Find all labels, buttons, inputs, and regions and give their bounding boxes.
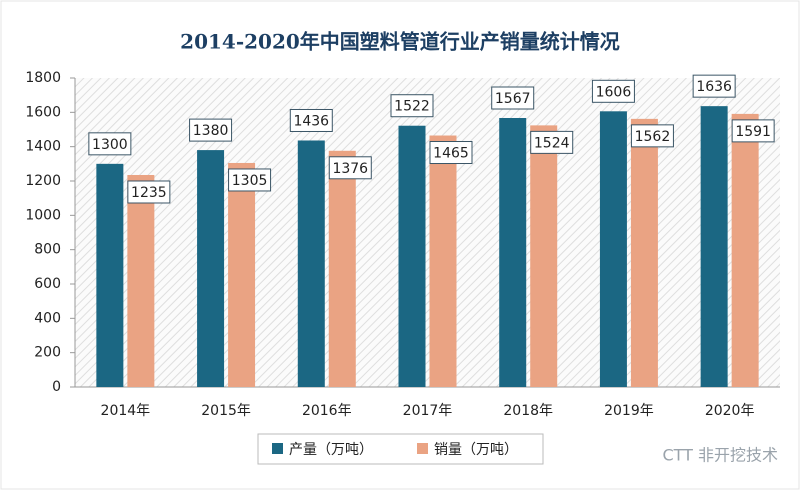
data-label: 1300 xyxy=(92,137,128,153)
x-tick-label: 2016年 xyxy=(302,403,352,419)
data-label-box xyxy=(692,74,736,98)
x-tick-label: 2019年 xyxy=(604,403,654,419)
data-label-box xyxy=(530,130,574,154)
data-label-box xyxy=(289,108,333,132)
bar xyxy=(228,162,256,387)
bar xyxy=(499,117,527,387)
legend-swatch xyxy=(417,443,428,454)
bar xyxy=(731,113,759,388)
data-label-box xyxy=(390,94,434,118)
data-label-box xyxy=(189,118,233,142)
x-tick-label: 2017年 xyxy=(403,403,453,419)
data-label-box xyxy=(591,79,635,103)
y-tick-label: 1800 xyxy=(25,70,61,86)
bar xyxy=(599,111,627,387)
y-tick-label: 600 xyxy=(34,276,61,292)
data-label-box xyxy=(228,168,272,192)
bar xyxy=(127,174,155,387)
watermark: CTT 非开挖技术 xyxy=(662,446,778,465)
x-tick-label: 2020年 xyxy=(705,403,755,419)
bar xyxy=(700,106,728,388)
legend-box xyxy=(257,433,544,465)
data-label: 1436 xyxy=(293,113,329,129)
data-label-box xyxy=(731,119,775,143)
data-label: 1591 xyxy=(735,124,771,140)
data-label-box xyxy=(429,141,473,165)
bar xyxy=(530,125,558,387)
chart-title: 2014-2020年中国塑料管道行业产销量统计情况 xyxy=(180,30,620,54)
bar xyxy=(96,163,124,387)
data-label: 1305 xyxy=(232,173,268,189)
data-label-box xyxy=(88,132,132,156)
data-label: 1567 xyxy=(495,91,531,107)
y-tick-label: 0 xyxy=(52,379,61,395)
bar xyxy=(630,118,658,388)
data-label-box xyxy=(630,124,674,148)
y-tick-label: 1000 xyxy=(25,207,61,223)
data-label: 1606 xyxy=(596,84,632,100)
y-tick-label: 1600 xyxy=(25,104,61,120)
bar xyxy=(197,150,225,387)
legend-label: 产量（万吨） xyxy=(289,442,373,458)
x-tick-label: 2014年 xyxy=(101,403,151,419)
data-label: 1465 xyxy=(433,146,469,162)
bar xyxy=(328,150,356,387)
bar xyxy=(297,140,325,387)
data-label: 1562 xyxy=(635,129,671,145)
x-tick-label: 2015年 xyxy=(201,403,251,419)
bar xyxy=(429,135,457,387)
bar xyxy=(398,125,426,388)
y-tick-label: 200 xyxy=(34,345,61,361)
data-label-box xyxy=(127,180,171,204)
data-label-box xyxy=(491,86,535,110)
y-tick-label: 400 xyxy=(34,310,61,326)
plot-area xyxy=(75,78,780,387)
data-label: 1235 xyxy=(131,185,167,201)
y-tick-label: 800 xyxy=(34,242,61,258)
data-label: 1522 xyxy=(394,99,430,115)
data-label: 1380 xyxy=(193,123,229,139)
data-label: 1376 xyxy=(332,161,368,177)
data-label: 1636 xyxy=(696,79,732,95)
data-label: 1524 xyxy=(534,135,570,151)
legend-label: 销量（万吨） xyxy=(434,442,518,458)
y-tick-label: 1400 xyxy=(25,139,61,155)
data-label-box xyxy=(328,156,372,180)
x-tick-label: 2018年 xyxy=(503,403,553,419)
legend-swatch xyxy=(272,443,283,454)
y-tick-label: 1200 xyxy=(25,173,61,189)
